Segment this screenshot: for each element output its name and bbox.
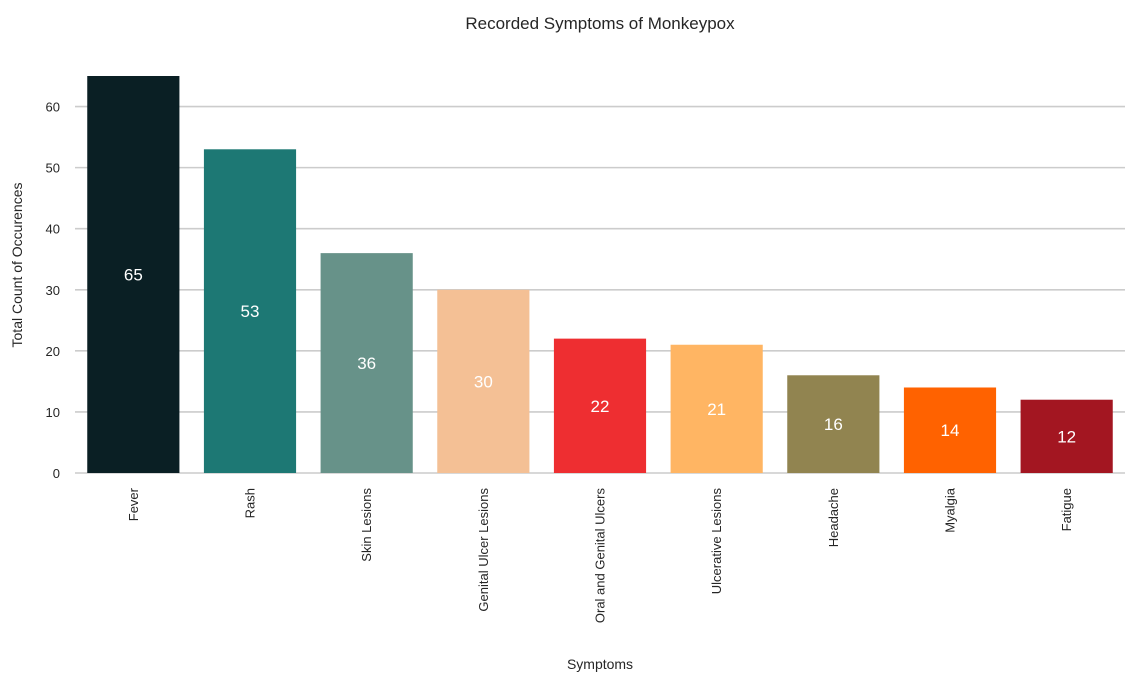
x-tick-label: Ulcerative Lesions (709, 488, 724, 595)
bar-value-label: 21 (707, 400, 726, 419)
x-axis-ticks: Fever Rash Skin Lesions Genital Ulcer Lesio… (126, 487, 1074, 623)
bar-value-label: 14 (941, 421, 960, 440)
x-tick-label: Oral and Genital Ulcers (593, 488, 608, 624)
x-tick-label: Fever (126, 487, 141, 521)
bars (87, 76, 1113, 474)
bar (787, 375, 880, 473)
x-tick-label: Skin Lesions (359, 488, 374, 562)
bar-value-label: 12 (1057, 427, 1076, 446)
y-tick-label: 60 (46, 100, 60, 115)
x-tick-label: Headache (826, 488, 841, 547)
bar (903, 387, 997, 473)
bar-value-label: 53 (241, 302, 260, 321)
y-tick-label: 40 (46, 222, 60, 237)
bar-value-label: 16 (824, 415, 843, 434)
bar-value-label: 65 (124, 266, 143, 285)
bar (553, 338, 647, 473)
x-tick-label: Fatigue (1059, 488, 1074, 531)
x-tick-label: Myalgia (943, 487, 958, 533)
x-axis-label: Symptoms (567, 656, 633, 672)
y-tick-label: 30 (46, 283, 60, 298)
y-tick-label: 10 (46, 405, 60, 420)
y-tick-label: 50 (46, 161, 60, 176)
y-axis-label: Total Count of Occurences (9, 183, 25, 348)
bar (203, 149, 297, 474)
bar-value-label: 30 (474, 372, 493, 391)
bar-value-label: 36 (357, 354, 376, 373)
bar (437, 289, 530, 473)
bar (1020, 399, 1113, 473)
y-tick-label: 20 (46, 344, 60, 359)
chart-title: Recorded Symptoms of Monkeypox (465, 14, 735, 33)
y-tick-label: 0 (53, 466, 60, 481)
y-axis-ticks: 0 10 20 30 40 50 60 (46, 100, 60, 481)
x-tick-label: Rash (243, 488, 258, 518)
x-tick-label: Genital Ulcer Lesions (476, 488, 491, 612)
bar-value-labels: 65 53 36 30 22 21 16 14 12 (124, 266, 1076, 447)
bar (670, 344, 763, 473)
bar (87, 76, 180, 473)
bar-value-label: 22 (591, 397, 610, 416)
bar (320, 253, 413, 473)
